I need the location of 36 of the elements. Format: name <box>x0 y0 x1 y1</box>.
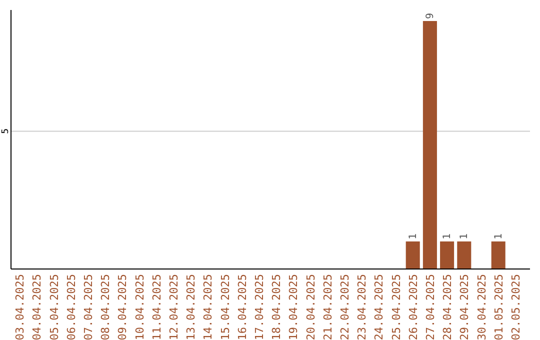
x-tick-label: 18.04.2025 <box>270 274 284 340</box>
x-tick-label: 10.04.2025 <box>133 274 146 340</box>
x-tick-label: 19.04.2025 <box>287 274 300 340</box>
x-tick-label: 08.04.2025 <box>99 274 112 340</box>
x-tick-label: 17.04.2025 <box>252 274 266 340</box>
x-tick-label: 21.04.2025 <box>321 274 334 340</box>
x-tick-label: 13.04.2025 <box>184 274 198 340</box>
x-tick-label: 09.04.2025 <box>116 274 130 340</box>
x-tick-label: 03.04.2025 <box>14 274 27 340</box>
x-tick-label: 16.04.2025 <box>236 274 249 340</box>
x-tick-label: 29.04.2025 <box>458 274 472 340</box>
x-tick-label: 05.04.2025 <box>48 274 61 340</box>
x-tick-label: 14.04.2025 <box>202 274 215 340</box>
x-tick-label: 30.04.2025 <box>475 274 488 340</box>
x-tick-label: 28.04.2025 <box>441 274 454 340</box>
data-label: 1 <box>442 233 454 240</box>
x-tick-label: 07.04.2025 <box>82 274 95 340</box>
x-tick-label: 02.05.2025 <box>509 274 522 340</box>
data-label: 1 <box>459 233 470 240</box>
x-tick-label: 01.05.2025 <box>492 274 506 340</box>
x-tick-label: 27.04.2025 <box>424 274 437 340</box>
x-tick-label: 23.04.2025 <box>356 274 369 340</box>
x-tick-label: 04.04.2025 <box>30 274 44 340</box>
x-tick-label: 15.04.2025 <box>218 274 232 340</box>
y-tick-label: 5 <box>1 128 11 134</box>
x-tick-label: 22.04.2025 <box>338 274 352 340</box>
data-label: 1 <box>408 233 419 240</box>
x-tick-label: 12.04.2025 <box>167 274 180 340</box>
data-label: 1 <box>493 233 504 240</box>
x-tick-label: 24.04.2025 <box>372 274 386 340</box>
x-tick-label: 11.04.2025 <box>150 274 164 340</box>
x-tick-label: 26.04.2025 <box>406 274 420 340</box>
x-tick-label: 06.04.2025 <box>64 274 78 340</box>
x-tick-label: 25.04.2025 <box>390 274 403 340</box>
data-label: 9 <box>424 12 436 20</box>
x-tick-label: 20.04.2025 <box>304 274 318 340</box>
